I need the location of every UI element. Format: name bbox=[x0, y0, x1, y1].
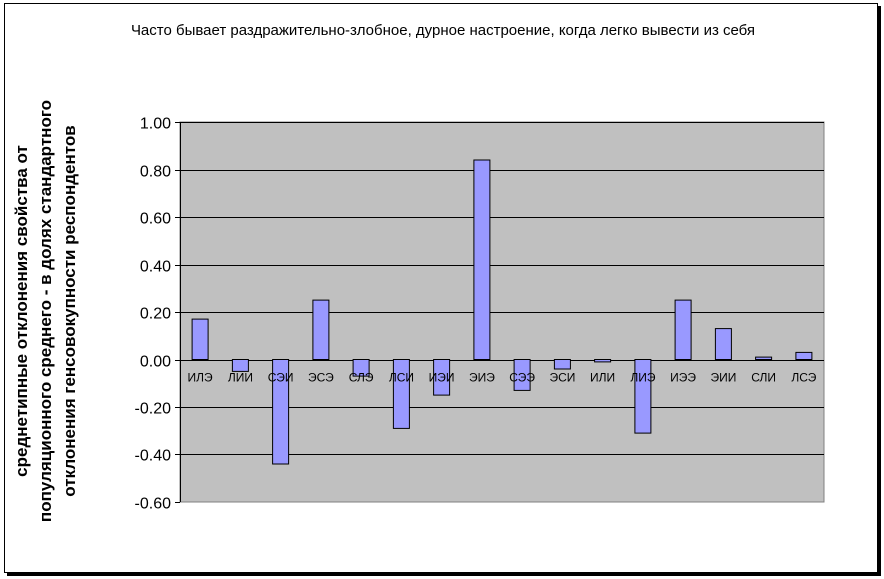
bar-14 bbox=[714, 328, 732, 361]
y-tick-label: 0.80 bbox=[140, 164, 171, 181]
category-label: ИЛЭ bbox=[188, 371, 214, 385]
category-label: ИЛИ bbox=[590, 371, 615, 385]
bar-9 bbox=[513, 359, 531, 391]
category-label: ИЭИ bbox=[429, 371, 455, 385]
bar-7 bbox=[433, 359, 451, 396]
bar-3 bbox=[272, 359, 290, 465]
category-label: СЛИ bbox=[751, 371, 776, 385]
y-tick-label: 0.00 bbox=[140, 354, 171, 371]
y-tick-label: -0.20 bbox=[135, 401, 172, 418]
category-label: ЭИЭ bbox=[469, 371, 495, 385]
y-tick-label: 1.00 bbox=[140, 116, 171, 133]
category-label: СЭЭ bbox=[509, 371, 535, 385]
category-label: ИЭЭ bbox=[670, 371, 696, 385]
bar-10 bbox=[553, 359, 571, 370]
category-label: ЛИИ bbox=[228, 371, 253, 385]
bar-4 bbox=[312, 299, 330, 361]
category-label: ЛСЭ bbox=[791, 371, 816, 385]
bar-5 bbox=[352, 359, 370, 377]
y-tick-label: 0.60 bbox=[140, 211, 171, 228]
bar-16 bbox=[795, 351, 813, 360]
category-labels: ИЛЭ ЛИИ СЭИ ЭСЭ СЛЭ ЛСИ ИЭИ ЭИЭ СЭЭ ЭСИ ИЛИ ЛИЭ ИЭЭ Э… bbox=[188, 371, 817, 385]
category-label: ЭСИ bbox=[549, 371, 575, 385]
bar-12 bbox=[634, 359, 652, 434]
bar-1 bbox=[191, 318, 209, 361]
category-label: ЛСИ bbox=[389, 371, 414, 385]
category-label: ЭСЭ bbox=[308, 371, 334, 385]
y-tick-label: -0.60 bbox=[135, 496, 172, 513]
y-tick-label: -0.40 bbox=[135, 448, 172, 465]
bar-2 bbox=[231, 359, 249, 372]
bar-13 bbox=[674, 299, 692, 361]
category-label: СЛЭ bbox=[349, 371, 374, 385]
bar-11 bbox=[594, 359, 612, 363]
bar-6 bbox=[392, 359, 410, 429]
category-label: ЭИИ bbox=[710, 371, 736, 385]
bar-8 bbox=[473, 159, 491, 360]
y-tick-label: 0.20 bbox=[140, 306, 171, 323]
category-label: СЭИ bbox=[268, 371, 294, 385]
chart-title: Часто бывает раздражительно-злобное, дур… bbox=[130, 22, 756, 39]
y-tick-label: 0.40 bbox=[140, 259, 171, 276]
y-tick-labels: 1.00 0.80 0.60 0.40 0.20 0.00 -0.20 -0.40 -0.60 bbox=[135, 116, 172, 513]
bars bbox=[191, 159, 813, 465]
category-label: ЛИЭ bbox=[630, 371, 656, 385]
bar-15 bbox=[755, 356, 773, 361]
